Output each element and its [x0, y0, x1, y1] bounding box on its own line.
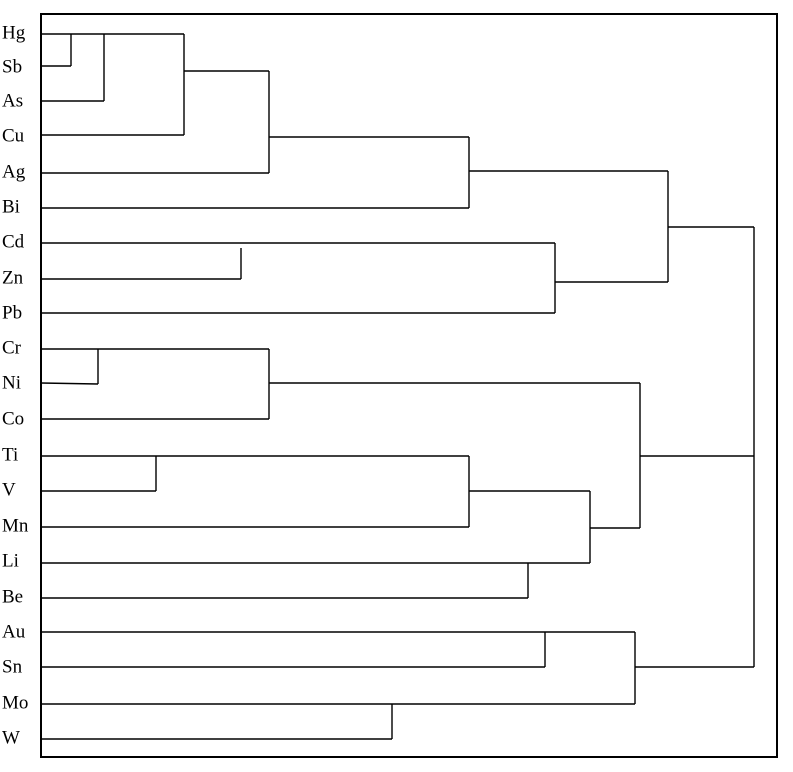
- leaf-label: Mn: [2, 515, 29, 536]
- leaf-label: Cr: [2, 337, 22, 358]
- leaf-label: Bi: [2, 196, 20, 217]
- leaf-labels: Hg Sb As Cu Ag Bi Cd Zn Pb Cr Ni Co Ti V Mn Li Be Au Sn Mo W: [2, 22, 29, 748]
- tree-links: [40, 33, 755, 740]
- leaf-label: As: [2, 90, 23, 111]
- leaf-label: Mo: [2, 692, 28, 713]
- leaf-label: Cu: [2, 125, 25, 146]
- leaf-label: Au: [2, 621, 26, 642]
- leaf-label: Ti: [2, 444, 18, 465]
- leaf-label: Cd: [2, 231, 25, 252]
- leaf-label: Sb: [2, 56, 22, 77]
- leaf-label: Ag: [2, 161, 26, 182]
- leaf-label: Sn: [2, 656, 23, 677]
- leaf-label: Pb: [2, 302, 22, 323]
- leaf-label: Hg: [2, 22, 26, 43]
- leaf-label: W: [2, 727, 20, 748]
- leaf-label: Be: [2, 586, 23, 607]
- leaf-label: Co: [2, 408, 24, 429]
- leaf-label: Zn: [2, 267, 24, 288]
- leaf-label: Li: [2, 550, 19, 571]
- frame: [40, 13, 778, 758]
- leaf-label: Ni: [2, 372, 21, 393]
- leaf-label: V: [2, 479, 16, 500]
